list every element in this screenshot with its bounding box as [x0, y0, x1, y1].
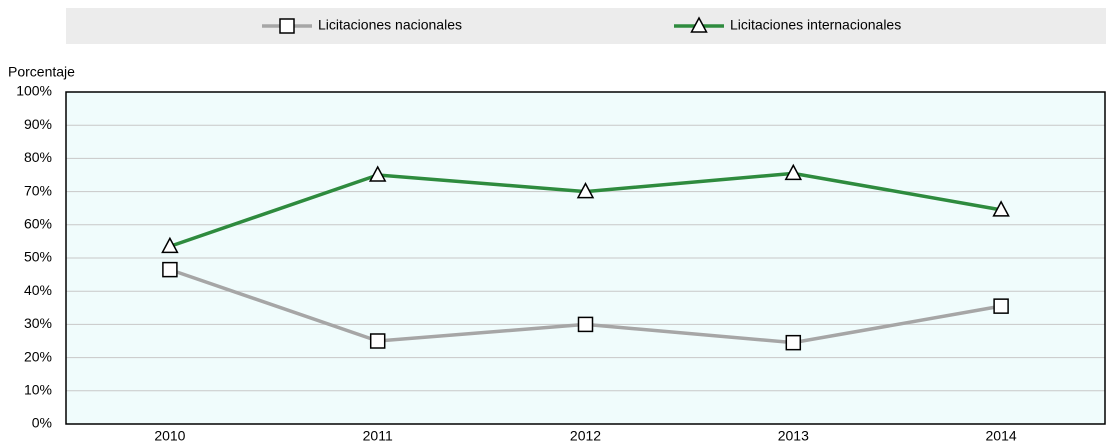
legend-label: Licitaciones nacionales	[318, 17, 462, 33]
data-point	[784, 163, 803, 181]
data-point	[576, 182, 595, 199]
legend-label: Licitaciones internacionales	[730, 17, 901, 33]
plot-border	[65, 91, 1106, 425]
y-tick-label: 70%	[24, 182, 52, 198]
data-point	[162, 261, 178, 278]
data-point	[368, 165, 387, 182]
x-tick-label: 2014	[986, 428, 1017, 444]
legend-marker	[279, 18, 295, 34]
x-tick-label: 2010	[154, 428, 185, 444]
data-point	[992, 200, 1010, 217]
y-tick-label: 100%	[16, 83, 52, 99]
data-point	[577, 316, 594, 333]
y-tick-label: 80%	[24, 149, 52, 165]
y-tick-label: 20%	[24, 348, 52, 364]
y-axis-label: Porcentaje	[8, 64, 75, 80]
y-tick-label: 90%	[24, 116, 52, 132]
y-tick-label: 30%	[24, 315, 52, 331]
x-tick-label: 2011	[363, 428, 393, 444]
y-tick-label: 60%	[24, 216, 52, 232]
x-tick-label: 2012	[570, 428, 601, 444]
y-tick-label: 10%	[24, 382, 52, 398]
legend-background	[66, 8, 1106, 44]
y-tick-label: 0%	[32, 415, 52, 431]
data-point	[993, 298, 1009, 314]
x-tick-label: 2013	[778, 428, 809, 444]
y-tick-label: 50%	[24, 249, 52, 265]
data-point	[161, 236, 179, 254]
data-point	[785, 334, 802, 351]
y-tick-label: 40%	[24, 282, 52, 298]
data-point	[369, 333, 386, 349]
legend-marker	[690, 16, 708, 33]
